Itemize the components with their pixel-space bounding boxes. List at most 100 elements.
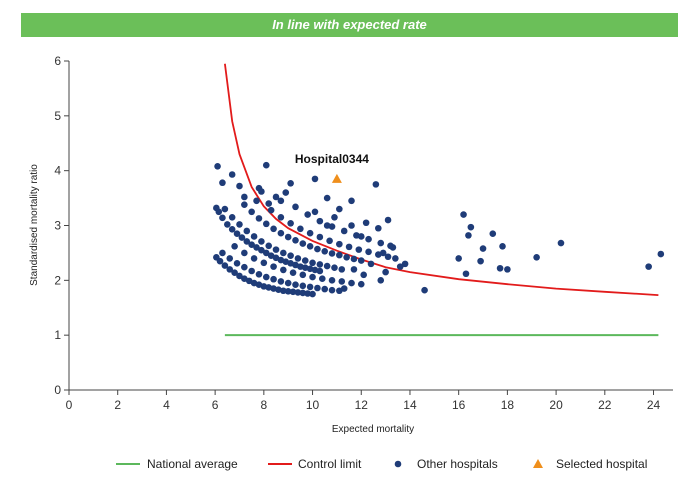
- hospital-point: [219, 179, 226, 187]
- hospital-point: [309, 273, 316, 281]
- hospital-point: [292, 237, 299, 244]
- hospital-point: [323, 262, 331, 270]
- hospital-point: [289, 288, 297, 296]
- hospital-point: [331, 213, 338, 221]
- legend-others-label: Other hospitals: [417, 457, 498, 471]
- hospital-point: [270, 275, 277, 283]
- hospital-point: [331, 264, 338, 272]
- hospital-point: [384, 253, 392, 261]
- hospital-point: [228, 171, 236, 178]
- hospital-point: [224, 221, 231, 228]
- hospital-point: [304, 211, 311, 218]
- hospital-point: [272, 193, 280, 201]
- hospital-point: [250, 255, 258, 262]
- control-limit-curve: [224, 63, 659, 296]
- x-tick-label: 18: [501, 398, 515, 412]
- hospital-point: [215, 208, 223, 216]
- hospital-point: [306, 283, 314, 291]
- legend-control-label: Control limit: [298, 457, 362, 471]
- hospital-point: [336, 251, 343, 259]
- hospital-point: [557, 239, 565, 247]
- hospital-point: [241, 201, 248, 208]
- hospital-point: [241, 193, 248, 201]
- hospital-point: [401, 260, 409, 268]
- hospital-point: [231, 243, 238, 250]
- hospital-point: [241, 263, 248, 271]
- legend-national-label: National average: [147, 457, 238, 471]
- legend-others-swatch: [394, 460, 402, 468]
- legend-selected-swatch: [533, 459, 543, 468]
- hospital-point: [645, 263, 652, 270]
- hospital-point: [389, 244, 397, 251]
- annotations: Hospital0344: [295, 152, 369, 166]
- hospital-point: [336, 240, 343, 248]
- hospital-point: [219, 249, 226, 257]
- hospital-point: [233, 230, 241, 238]
- hospital-point: [309, 259, 316, 267]
- x-tick-label: 6: [212, 398, 219, 412]
- hospital-point: [236, 182, 243, 190]
- y-tick-label: 5: [54, 109, 61, 123]
- hospital-point: [216, 257, 224, 265]
- hospital-point: [282, 189, 290, 196]
- hospital-point: [318, 275, 326, 282]
- hospital-point: [265, 242, 273, 250]
- hospital-point: [226, 255, 234, 262]
- hospital-point: [309, 290, 316, 298]
- hospital-point: [294, 255, 302, 262]
- hospital-point: [377, 277, 385, 284]
- hospital-point: [284, 288, 292, 295]
- hospital-point: [328, 277, 336, 284]
- hospital-point: [367, 260, 375, 268]
- hospital-point: [262, 220, 270, 228]
- hospital-point: [384, 216, 392, 224]
- hospital-point: [258, 246, 265, 254]
- hospital-point: [314, 245, 321, 253]
- hospital-point: [284, 233, 292, 241]
- y-tick-label: 2: [54, 273, 61, 287]
- hospital-point: [377, 239, 385, 247]
- hospital-point: [382, 268, 389, 276]
- hospital-point: [460, 211, 467, 218]
- hospital-point: [372, 181, 380, 188]
- hospital-point: [340, 285, 348, 292]
- hospital-point: [311, 175, 319, 183]
- hospital-point: [392, 255, 399, 262]
- hospital-point: [328, 250, 336, 257]
- hospital-point: [292, 281, 299, 289]
- hospital-point: [421, 286, 428, 294]
- hospital-point: [323, 222, 331, 229]
- hospital-point: [277, 197, 285, 205]
- banner-title: In line with expected rate: [272, 17, 427, 32]
- hospital-point: [299, 289, 307, 297]
- hospital-point: [280, 249, 287, 257]
- hospital-point: [241, 249, 248, 257]
- hospital-point: [321, 285, 329, 293]
- y-axis-title: Standardised mortality ratio: [29, 164, 40, 286]
- selected-hospital-triangle: [331, 173, 342, 183]
- hospital-point: [338, 266, 346, 273]
- hospital-point: [479, 245, 487, 252]
- hospital-point: [455, 255, 462, 262]
- hospital-point: [243, 227, 251, 235]
- hospital-point: [219, 214, 226, 222]
- hospital-point: [253, 197, 260, 205]
- hospital-point: [360, 271, 367, 279]
- x-tick-label: 20: [549, 398, 563, 412]
- hospital-point: [265, 200, 273, 207]
- hospital-point: [270, 263, 277, 270]
- hospital-point: [357, 280, 365, 288]
- x-tick-label: 12: [355, 398, 369, 412]
- selected-hospital-marker: [331, 173, 342, 183]
- hospital-point: [365, 235, 372, 243]
- hospital-point: [345, 243, 353, 251]
- y-tick-label: 1: [54, 328, 61, 342]
- hospital-point: [253, 244, 260, 251]
- hospital-point: [277, 213, 285, 221]
- hospital-point: [299, 240, 307, 247]
- hospital-point: [465, 232, 472, 239]
- hospital-point: [277, 229, 285, 237]
- hospital-point: [340, 227, 348, 235]
